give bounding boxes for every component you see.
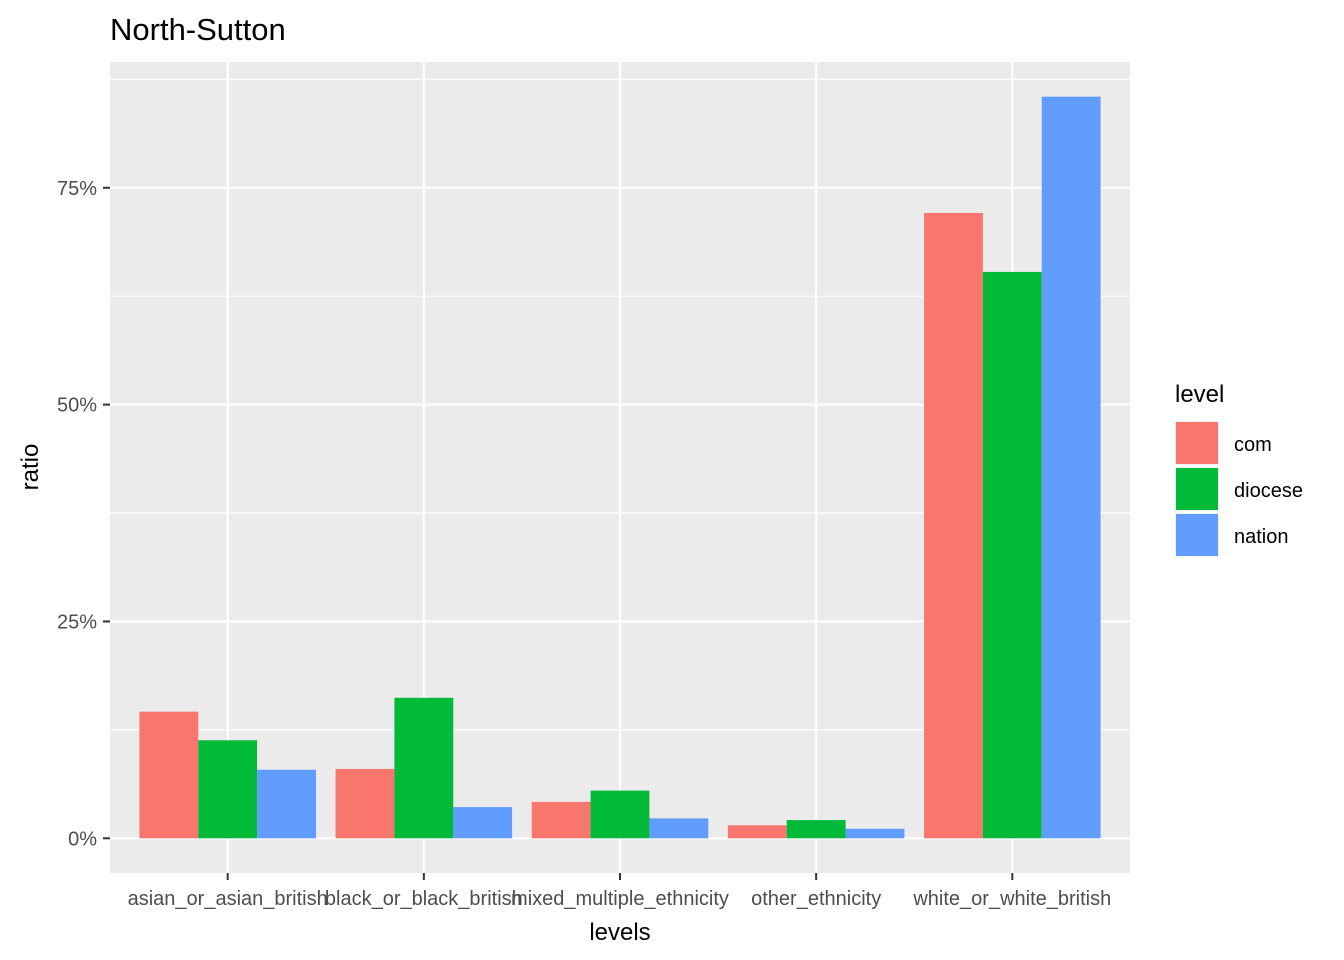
x-tick-label: mixed_multiple_ethnicity — [511, 888, 729, 910]
legend-key-com — [1176, 422, 1218, 464]
legend: level com diocese nation — [1175, 381, 1303, 557]
legend-label-nation: nation — [1234, 526, 1289, 548]
bar-nation-other_ethnicity — [845, 828, 905, 839]
y-tick-label: 75% — [57, 178, 97, 200]
x-tick-label: other_ethnicity — [751, 888, 881, 910]
x-tick-label: white_or_white_british — [912, 888, 1111, 910]
legend-items: com diocese nation — [1175, 421, 1303, 557]
x-axis-title: levels — [589, 919, 650, 946]
legend-key-diocese — [1176, 468, 1218, 510]
y-axis-title: ratio — [17, 444, 44, 491]
bar-com-other_ethnicity — [727, 825, 787, 839]
y-tick-label: 0% — [68, 828, 97, 850]
bar-diocese-asian_or_asian_british — [198, 740, 258, 839]
chart-title: North-Sutton — [110, 12, 286, 47]
y-tick-label: 25% — [57, 611, 97, 633]
legend-label-com: com — [1234, 434, 1272, 456]
x-axis: asian_or_asian_britishblack_or_black_bri… — [128, 873, 1111, 910]
bars — [139, 96, 1101, 839]
bar-nation-white_or_white_british — [1041, 96, 1101, 839]
x-tick-label: asian_or_asian_british — [128, 888, 328, 910]
bar-com-black_or_black_british — [335, 768, 395, 839]
bar-diocese-black_or_black_british — [394, 697, 454, 839]
bar-diocese-white_or_white_british — [982, 271, 1042, 839]
bar-nation-asian_or_asian_british — [257, 769, 316, 839]
legend-key-nation — [1176, 514, 1218, 556]
bar-com-mixed_multiple_ethnicity — [531, 801, 591, 839]
y-tick-label: 50% — [57, 395, 97, 417]
bar-diocese-mixed_multiple_ethnicity — [590, 790, 650, 839]
bar-nation-black_or_black_british — [453, 807, 513, 839]
x-tick-label: black_or_black_british — [325, 888, 523, 910]
y-axis: 0% 25% 50% 75% — [57, 178, 110, 850]
legend-label-diocese: diocese — [1234, 480, 1303, 502]
legend-title: level — [1175, 381, 1224, 408]
bar-diocese-other_ethnicity — [786, 820, 846, 839]
bar-com-white_or_white_british — [924, 212, 983, 839]
bar-com-asian_or_asian_british — [139, 711, 199, 839]
bar-nation-mixed_multiple_ethnicity — [649, 818, 709, 839]
